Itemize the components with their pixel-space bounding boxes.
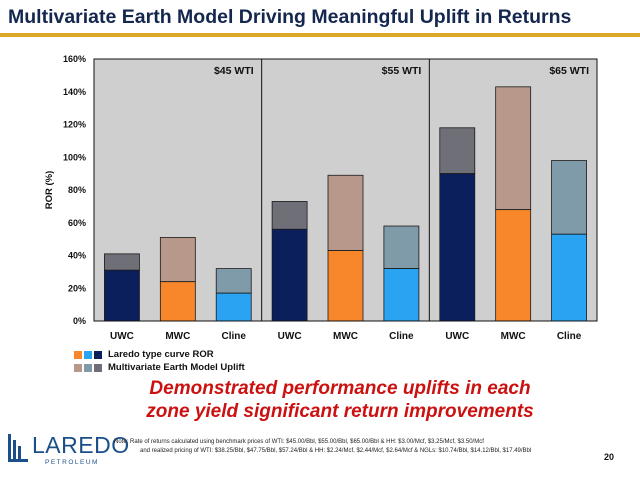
x-tick-label: UWC <box>445 331 469 342</box>
legend-label-type-curve: Laredo type curve ROR <box>108 349 214 360</box>
bar-uplift <box>495 86 532 211</box>
bar-uplift <box>383 225 420 269</box>
logo-mark-icon <box>8 434 28 462</box>
page-number: 20 <box>604 452 615 462</box>
y-tick-label: 80% <box>68 185 86 195</box>
bar-uplift <box>551 160 587 235</box>
y-tick-label: 160% <box>63 54 86 64</box>
group-label: $65 WTI <box>549 65 589 77</box>
title-rule <box>0 33 640 37</box>
bar-base <box>327 250 364 322</box>
bar-uplift <box>327 174 364 251</box>
callout-line-1: Demonstrated performance uplifts in each <box>149 378 531 399</box>
bar-uplift <box>439 127 476 175</box>
y-tick-label: 40% <box>68 251 86 261</box>
bar-base <box>383 268 420 322</box>
footnote-line-2: and realized pricing of WTI: $38.25/Bbl,… <box>140 448 532 454</box>
legend-swatch-cline-uplift <box>84 363 92 372</box>
y-tick-label: 60% <box>68 218 86 228</box>
x-tick-label: Cline <box>221 331 246 342</box>
y-tick-label: 120% <box>63 120 86 130</box>
bar-uplift <box>159 237 196 283</box>
legend-swatch-mwc-base <box>74 350 82 359</box>
legend-item-type-curve: Laredo type curve ROR <box>74 349 214 360</box>
y-tick-label: 140% <box>63 87 86 97</box>
x-tick-label: MWC <box>333 331 358 342</box>
bar-uplift <box>215 268 252 294</box>
legend-swatch-uwc-base <box>94 350 102 359</box>
footnote-line-1: Note: Rate of returns calculated using b… <box>114 439 484 445</box>
bar-base <box>551 233 587 322</box>
y-tick-label: 100% <box>63 152 86 162</box>
group-label: $45 WTI <box>214 65 254 77</box>
y-tick-label: 0% <box>73 316 86 326</box>
bar-base <box>104 269 140 322</box>
logo-word: LAREDO <box>32 432 130 458</box>
x-tick-label: Cline <box>557 331 582 342</box>
plot-border <box>93 58 598 322</box>
bar-base <box>215 292 252 322</box>
y-tick-label: 20% <box>68 283 86 293</box>
y-axis-label: ROR (%) <box>44 171 55 210</box>
bar-uplift <box>104 253 140 271</box>
group-label: $55 WTI <box>382 65 422 77</box>
bar-base <box>439 173 476 322</box>
laredo-logo: LAREDO PETROLEUM <box>6 430 129 472</box>
bar-base <box>159 281 196 322</box>
legend-swatch-uwc-uplift <box>94 363 102 372</box>
legend-label-uplift: Multivariate Earth Model Uplift <box>108 362 245 373</box>
bar-uplift <box>271 201 308 230</box>
footnote: Note: Rate of returns calculated using b… <box>114 438 584 456</box>
x-tick-label: UWC <box>110 331 134 342</box>
legend-swatch-mwc-uplift <box>74 363 82 372</box>
legend-item-uplift: Multivariate Earth Model Uplift <box>74 362 245 373</box>
logo-sub: PETROLEUM <box>45 459 99 466</box>
x-tick-label: MWC <box>165 331 190 342</box>
ror-chart: 0% 20% 40% 60% 80% 100% 120% 140% 160% ROR (%) $45… <box>44 54 598 342</box>
bar-base <box>495 209 532 322</box>
x-tick-label: UWC <box>278 331 302 342</box>
x-tick-label: Cline <box>389 331 414 342</box>
page-title: Multivariate Earth Model Driving Meaning… <box>8 6 572 28</box>
legend-swatch-cline-base <box>84 350 92 359</box>
callout-line-2: zone yield significant return improvemen… <box>146 401 534 422</box>
x-tick-label: MWC <box>501 331 526 342</box>
bar-base <box>271 228 308 322</box>
